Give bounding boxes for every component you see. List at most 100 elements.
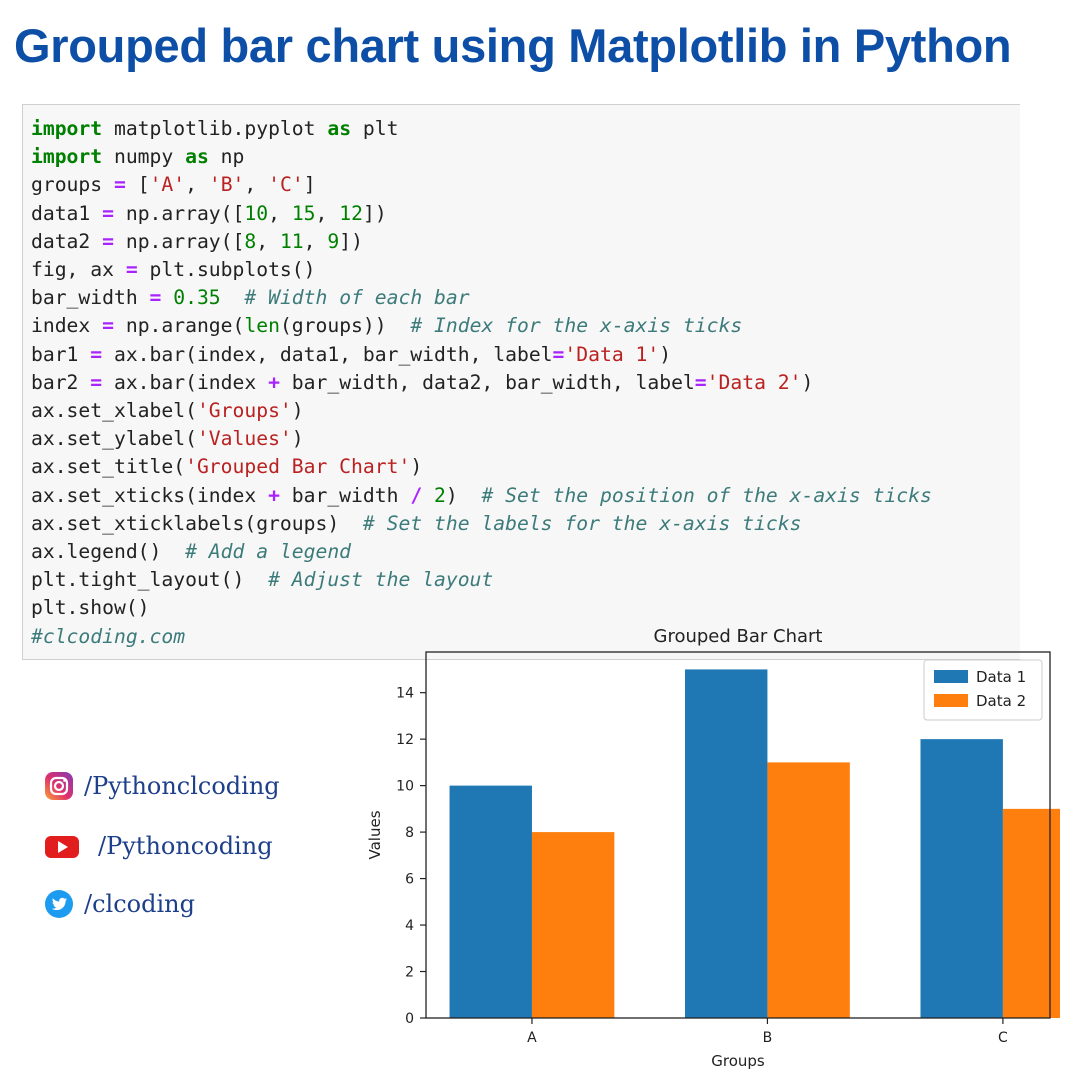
code-token: np.array([ <box>113 229 245 253</box>
y-tick-label: 14 <box>396 686 414 702</box>
code-line: import numpy as np <box>31 143 244 171</box>
code-line: import matplotlib.pyplot as plt <box>31 115 398 143</box>
code-line: bar2 = ax.bar(index + bar_width, data2, … <box>31 369 813 397</box>
code-token: , <box>256 229 280 253</box>
y-tick-label: 4 <box>405 918 414 934</box>
code-token: , <box>268 201 292 225</box>
bar-data-2-C <box>1002 808 1080 1018</box>
code-token: 8 <box>244 229 257 253</box>
code-token: = <box>149 286 162 310</box>
bar-data-1-A <box>449 785 532 1018</box>
code-line: ax.set_title('Grouped Bar Chart') <box>31 453 422 481</box>
code-token: # Add a legend <box>185 540 352 563</box>
code-token: ] <box>303 173 316 197</box>
code-token: groups <box>31 173 114 197</box>
code-token: 2 <box>434 483 446 507</box>
code-token: ax.legend() <box>31 540 186 563</box>
code-token: numpy <box>102 145 186 169</box>
code-token: np <box>208 145 245 169</box>
code-token: , <box>303 229 328 253</box>
code-token: + <box>268 370 280 394</box>
code-token: as <box>185 145 209 169</box>
page-headline: Grouped bar chart using Matplotlib in Py… <box>14 19 1012 72</box>
code-token: ]) <box>362 201 387 225</box>
code-token: # Set the labels for the x-axis ticks <box>362 511 802 535</box>
y-tick-label: 6 <box>405 872 414 888</box>
code-token: + <box>268 483 280 507</box>
code-token: [ <box>125 173 150 197</box>
code-token: 'Values' <box>196 427 292 451</box>
code-token: 'A' <box>149 173 186 197</box>
code-token: , <box>185 173 209 197</box>
code-token: 'B' <box>208 173 245 197</box>
code-line: index = np.arange(len(groups)) # Index f… <box>31 312 742 340</box>
code-token: = <box>694 370 707 394</box>
y-tick-label: 8 <box>405 825 414 841</box>
x-tick-label: C <box>998 1030 1008 1046</box>
code-token: 'Grouped Bar Chart' <box>185 455 411 479</box>
code-token: 'Data 2' <box>706 370 802 394</box>
code-token: 'C' <box>268 173 304 197</box>
code-token: = <box>125 258 138 281</box>
code-token: data1 <box>31 201 103 225</box>
code-cell[interactable]: import matplotlib.pyplot as plt import nu… <box>22 104 1020 660</box>
code-token: np.arange( <box>113 314 245 338</box>
code-token: 12 <box>339 201 363 225</box>
code-line: data1 = np.array([10, 15, 12]) <box>31 200 387 228</box>
social-link-youtube[interactable]: /Pythoncoding <box>44 830 273 862</box>
code-line: data2 = np.array([8, 11, 9]) <box>31 228 363 256</box>
y-tick-label: 10 <box>396 779 414 795</box>
code-token: 9 <box>327 229 340 253</box>
bar-data-2-B <box>767 762 850 1018</box>
code-token: ) <box>410 455 423 479</box>
bar-data-2-A <box>531 832 615 1018</box>
code-token: , <box>315 201 340 225</box>
twitter-icon <box>44 889 74 919</box>
code-token: ]) <box>339 229 363 253</box>
x-axis-label: Groups <box>711 1052 765 1070</box>
code-token: fig, ax <box>31 258 126 281</box>
code-token: ax.set_xlabel( <box>31 399 197 422</box>
instagram-icon <box>44 771 74 801</box>
code-token <box>161 286 173 309</box>
y-axis-label: Values <box>366 810 384 859</box>
code-token: (groups)) <box>279 314 411 338</box>
bar-data-1-C <box>920 739 1003 1018</box>
code-line: plt.show() <box>31 594 150 622</box>
code-token: ax.set_ylabel( <box>31 427 197 451</box>
code-line: ax.set_ylabel('Values') <box>31 425 304 453</box>
legend-label: Data 2 <box>976 692 1026 710</box>
code-token: = <box>113 173 126 197</box>
code-token: plt.subplots() <box>137 258 316 281</box>
code-token: bar_width <box>279 483 411 507</box>
code-token: = <box>102 201 114 225</box>
code-token: 0.35 <box>173 286 221 310</box>
social-link-instagram[interactable]: /Pythonclcoding <box>44 770 280 802</box>
social-link-twitter[interactable]: /clcoding <box>44 888 195 920</box>
code-token: index <box>31 314 103 338</box>
code-token: = <box>102 229 114 253</box>
bar-data-1-B <box>685 669 768 1018</box>
code-token: ax.set_title( <box>31 455 186 479</box>
code-token: = <box>552 342 565 366</box>
code-token: plt.tight_layout() <box>31 568 269 592</box>
code-token: 11 <box>279 229 304 253</box>
code-token: ) <box>445 483 482 507</box>
code-token: bar_width <box>31 286 150 310</box>
code-token: as <box>327 117 352 140</box>
code-line: #clcoding.com <box>31 623 185 651</box>
plot-frame <box>425 651 1051 1019</box>
code-token: import <box>31 145 103 169</box>
code-token: 'Groups' <box>196 399 292 422</box>
code-token: bar2 <box>31 370 91 394</box>
code-line: ax.set_xticks(index + bar_width / 2) # S… <box>31 482 932 510</box>
code-token: data2 <box>31 229 103 253</box>
code-token <box>221 286 245 309</box>
code-line: bar1 = ax.bar(index, data1, bar_width, l… <box>31 341 671 369</box>
legend-swatch-data-2 <box>934 694 968 707</box>
code-token: # Set the position of the x-axis ticks <box>481 483 932 507</box>
code-token: = <box>102 314 114 338</box>
code-token: ax.set_xticklabels(groups) <box>31 511 363 535</box>
code-token: bar_width, data2, bar_width, label <box>279 370 695 394</box>
code-line: ax.set_xlabel('Groups') <box>31 397 304 425</box>
